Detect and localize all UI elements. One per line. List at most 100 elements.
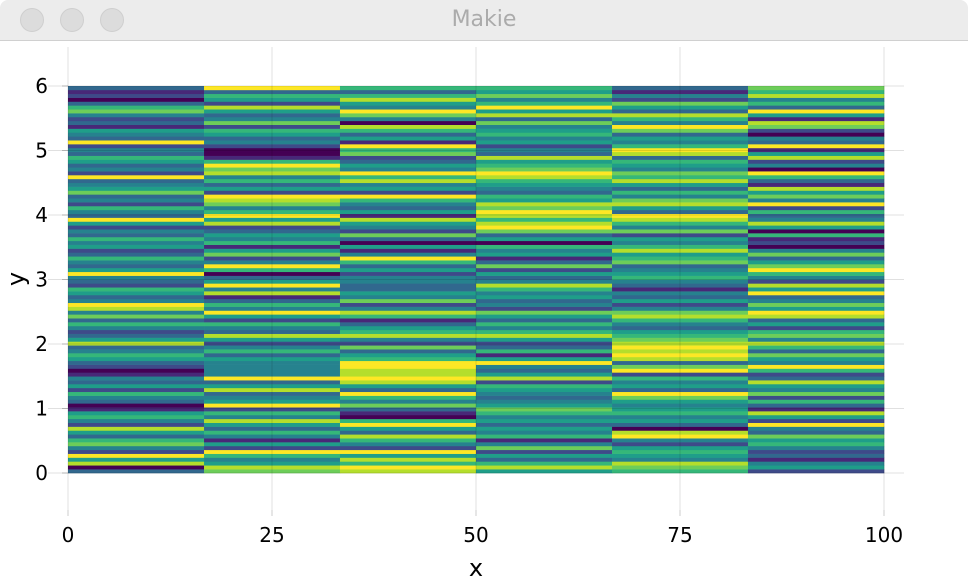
- heatmap-cell: [747, 287, 885, 292]
- heatmap-cell: [476, 155, 613, 160]
- minimize-window-button[interactable]: [60, 8, 84, 32]
- heatmap-cell: [476, 445, 613, 451]
- heatmap-cell: [68, 147, 205, 153]
- heatmap-cell: [68, 190, 205, 195]
- heatmap-cell: [747, 248, 885, 253]
- heatmap-cell: [747, 318, 885, 323]
- heatmap-cell: [612, 205, 749, 211]
- heatmap-cell: [476, 322, 613, 327]
- heatmap-cell: [612, 186, 749, 191]
- heatmap-cell: [747, 101, 885, 106]
- heatmap-cell: [476, 116, 613, 122]
- heatmap-cell: [68, 337, 205, 342]
- heatmap-cell: [612, 144, 749, 149]
- heatmap-cell: [747, 418, 885, 423]
- heatmap-cell: [204, 144, 341, 149]
- heatmap-cell: [339, 155, 477, 160]
- heatmap-cell: [68, 426, 205, 431]
- heatmap-cell: [747, 399, 885, 404]
- heatmap-cell: [612, 329, 749, 334]
- heatmap-cell: [612, 306, 749, 311]
- heatmap-cell: [204, 387, 341, 393]
- heatmap-cell: [68, 445, 205, 451]
- heatmap-cell: [339, 244, 477, 249]
- heatmap-cell: [204, 426, 341, 431]
- heatmap-cell: [612, 302, 749, 307]
- heatmap-cell: [476, 175, 613, 180]
- heatmap-cell: [204, 264, 341, 269]
- heatmap-cell: [339, 209, 477, 215]
- heatmap-cell: [204, 136, 341, 141]
- heatmap-cell: [747, 256, 885, 261]
- heatmap-cell: [612, 264, 749, 269]
- heatmap-cell: [612, 368, 749, 373]
- heatmap-cell: [204, 233, 341, 238]
- heatmap-cell: [68, 368, 205, 373]
- heatmap-cell: [339, 213, 477, 218]
- heatmap-cell: [747, 159, 885, 164]
- heatmap-cell: [68, 325, 205, 331]
- heatmap-cell: [68, 194, 205, 199]
- heatmap-cell: [612, 267, 749, 273]
- heatmap-cell: [747, 205, 885, 211]
- heatmap-cell: [476, 469, 613, 474]
- heatmap-cell: [747, 302, 885, 307]
- heatmap-cell: [612, 291, 749, 296]
- heatmap-cell: [68, 209, 205, 215]
- heatmap-cell: [747, 190, 885, 195]
- heatmap-cell: [476, 422, 613, 427]
- close-window-button[interactable]: [20, 8, 44, 32]
- heatmap-cell: [68, 97, 205, 102]
- heatmap-cell: [339, 167, 477, 172]
- heatmap-cell: [747, 426, 885, 431]
- heatmap-cell: [476, 136, 613, 141]
- heatmap-cell: [476, 151, 613, 156]
- heatmap-cell: [204, 240, 341, 245]
- heatmap-cell: [612, 465, 749, 470]
- heatmap-cell: [204, 252, 341, 257]
- heatmap-cell: [747, 124, 885, 129]
- heatmap-cell: [204, 383, 341, 389]
- heatmap-cell: [476, 198, 613, 203]
- zoom-window-button[interactable]: [100, 8, 124, 32]
- heatmap-cell: [612, 453, 749, 458]
- heatmap-cell: [476, 240, 613, 245]
- heatmap-cell: [204, 229, 341, 234]
- heatmap-cell: [339, 151, 477, 156]
- heatmap-cell: [339, 360, 477, 365]
- heatmap-cell: [747, 325, 885, 331]
- heatmap-cell: [476, 434, 613, 439]
- heatmap-cell: [204, 186, 341, 191]
- heatmap-cell: [204, 337, 341, 342]
- heatmap-cell: [339, 105, 477, 110]
- heatmap-cell: [339, 356, 477, 362]
- heatmap-cell: [747, 116, 885, 122]
- heatmap-cell: [204, 438, 341, 443]
- heatmap-cell: [612, 151, 749, 156]
- heatmap-cell: [612, 86, 749, 91]
- heatmap-cell: [339, 345, 477, 350]
- heatmap-cell: [476, 147, 613, 153]
- heatmap-cell: [339, 225, 477, 230]
- heatmap-cell: [68, 202, 205, 207]
- heatmap-cell: [476, 395, 613, 400]
- heatmap-cell: [612, 333, 749, 338]
- heatmap-cell: [204, 411, 341, 416]
- heatmap-cell: [68, 322, 205, 327]
- heatmap-cell: [204, 353, 341, 358]
- heatmap-cell: [476, 225, 613, 230]
- heatmap-cell: [747, 341, 885, 346]
- heatmap-cell: [339, 271, 477, 276]
- heatmap-cell: [339, 124, 477, 129]
- heatmap-cell: [612, 399, 749, 404]
- heatmap-cell: [68, 151, 205, 156]
- heatmap-cell: [68, 306, 205, 311]
- heatmap-cell: [612, 256, 749, 261]
- heatmap-cell: [612, 124, 749, 129]
- heatmap-cell: [339, 469, 477, 474]
- heatmap-cell: [612, 155, 749, 160]
- heatmap-cell: [339, 442, 477, 447]
- heatmap-cell: [476, 93, 613, 98]
- heatmap-cell: [476, 325, 613, 331]
- heatmap-cell: [476, 86, 613, 91]
